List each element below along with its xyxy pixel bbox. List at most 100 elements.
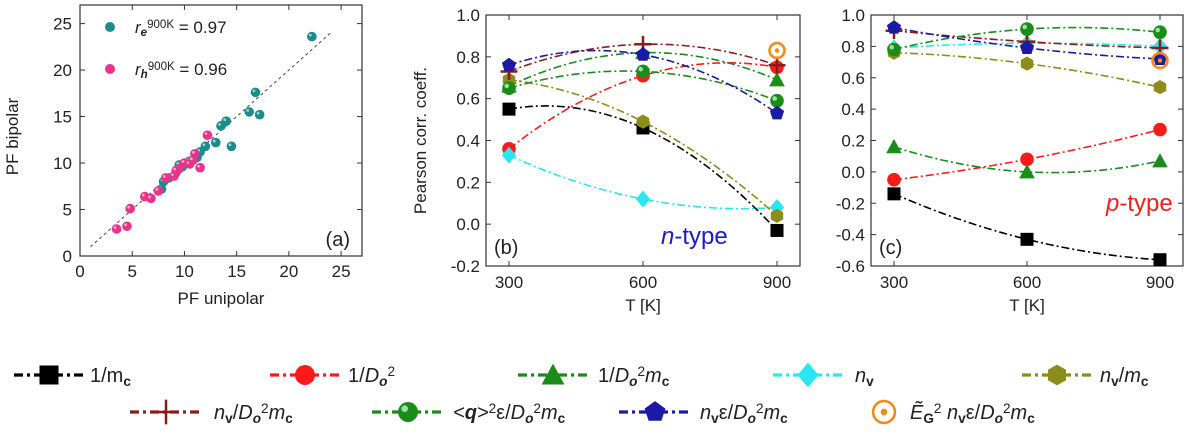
label-part: 2: [756, 401, 764, 416]
label-part: c: [1141, 374, 1149, 389]
scatter-highlight: [256, 111, 260, 115]
legend-marker: [105, 22, 115, 32]
label-part: -type: [674, 223, 727, 250]
data-point: [501, 57, 517, 72]
label-part: c: [662, 374, 670, 389]
label-part: <: [453, 402, 465, 424]
series-line: [508, 43, 778, 73]
scatter-point: [244, 107, 254, 117]
data-point: [502, 102, 516, 116]
y-axis-label: PF bipolar: [3, 97, 22, 175]
legend-label: 1/mc: [90, 365, 131, 389]
legend-label: nv/Do2mc: [214, 401, 293, 426]
label-part: h: [141, 69, 148, 81]
label-part: c: [1027, 411, 1035, 426]
ring-outer: [768, 41, 786, 60]
label-part: q: [465, 402, 477, 424]
label-part: o: [253, 411, 261, 426]
triangle-marker: [886, 138, 902, 154]
data-point: [768, 41, 786, 60]
plot-frame: [79, 4, 363, 257]
series-line: [508, 79, 778, 217]
sphere-highlight: [504, 83, 509, 89]
triangle-marker: [1019, 164, 1035, 179]
legend-label: nv/mc: [1100, 365, 1149, 389]
label-part: D: [365, 365, 379, 387]
label-part: r: [135, 60, 142, 79]
label-part: ε/: [966, 402, 981, 424]
x-tick-label: 900: [763, 273, 791, 292]
sphere-marker: [502, 81, 516, 96]
square-marker: [502, 102, 516, 116]
legend-label: nv: [855, 365, 874, 389]
ring-inner: [880, 408, 888, 416]
label-part: = 0.97: [174, 18, 226, 37]
x-tick-label: 600: [1013, 273, 1041, 292]
y-axis-label: Pearson corr. coeff.: [411, 67, 430, 214]
sphere-marker: [887, 42, 901, 57]
ring-inner: [774, 48, 780, 53]
scatter-point: [160, 173, 171, 183]
x-tick-label: 0: [75, 262, 84, 281]
scatter-highlight: [308, 33, 312, 37]
circle-marker: [1020, 152, 1034, 167]
pentagon-marker: [635, 47, 651, 61]
scatter-point: [111, 224, 122, 234]
scatter-highlight: [148, 195, 151, 199]
data-point: [635, 47, 651, 61]
pentagon-marker: [1019, 40, 1035, 54]
series-line: [508, 154, 778, 210]
label-part: m: [541, 402, 558, 424]
pentagon-marker: [501, 57, 517, 72]
y-tick-label: 0.4: [841, 100, 865, 119]
label-part: n: [1100, 365, 1111, 387]
data-point: [886, 20, 902, 34]
scatter-highlight: [228, 143, 232, 147]
y-tick-label: 20: [53, 61, 72, 80]
y-tick-label: -0.2: [836, 194, 865, 213]
square-marker: [1153, 253, 1167, 267]
y-tick-label: 0.8: [456, 48, 480, 67]
legend-marker: [644, 401, 666, 421]
sphere-marker: [770, 93, 784, 108]
legend-label: nvε/Do2mc: [700, 401, 788, 426]
data-point: [768, 56, 786, 74]
y-tick-label: -0.4: [836, 226, 865, 245]
data-point: [887, 172, 901, 187]
scatter-point: [226, 141, 237, 152]
data-point: [769, 72, 785, 87]
panel-label: (c): [879, 237, 902, 259]
label-part: o: [379, 374, 387, 389]
scatter-highlight: [162, 175, 166, 178]
data-point: [886, 138, 902, 154]
scatter-highlight: [181, 160, 185, 163]
x-tick-label: 300: [880, 273, 908, 292]
data-point: [636, 64, 650, 79]
data-point: [1019, 164, 1035, 179]
label-part: v: [711, 411, 719, 426]
data-point: [887, 42, 901, 57]
scatter-highlight: [127, 205, 131, 209]
pentagon-marker: [886, 20, 902, 34]
y-tick-label: 0.6: [456, 90, 480, 109]
label-part: >: [477, 402, 489, 424]
label-part: m: [269, 402, 286, 424]
scatter-highlight: [124, 223, 127, 227]
sphere-marker: [636, 64, 650, 79]
scatter-highlight: [155, 188, 159, 191]
label-part: D: [733, 402, 747, 424]
square-marker: [39, 365, 59, 385]
scatter-highlight: [204, 132, 208, 136]
scatter-point: [250, 87, 261, 98]
scatter-highlight: [189, 157, 193, 161]
scatter-point: [146, 193, 156, 204]
triangle-marker: [769, 72, 785, 87]
label-part: c: [780, 411, 788, 426]
label-part: n: [700, 402, 711, 424]
y-tick-label: 0.0: [841, 163, 865, 182]
pentagon-marker: [769, 105, 785, 120]
legend-marker: [295, 365, 315, 385]
label-part: m: [1124, 365, 1141, 387]
label-part: 2: [489, 401, 497, 416]
